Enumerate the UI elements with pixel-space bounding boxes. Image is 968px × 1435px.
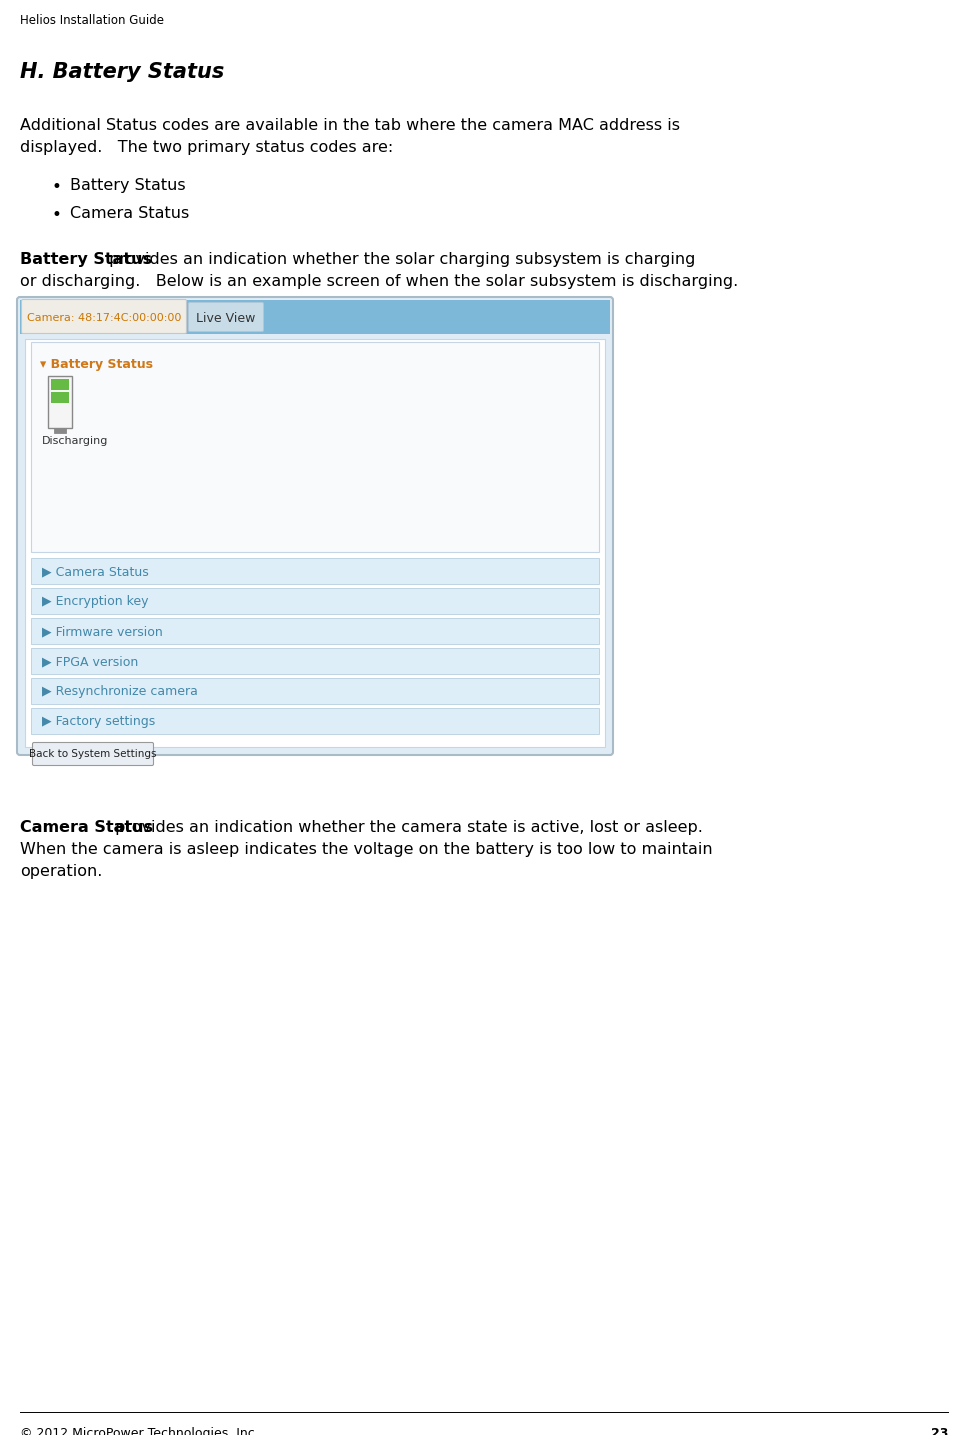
FancyBboxPatch shape bbox=[21, 300, 187, 333]
Text: ▶ Firmware version: ▶ Firmware version bbox=[42, 626, 163, 639]
Text: ▾ Battery Status: ▾ Battery Status bbox=[40, 357, 153, 372]
Text: operation.: operation. bbox=[20, 864, 103, 880]
Bar bbox=[48, 376, 72, 428]
Text: provides an indication whether the camera state is active, lost or asleep.: provides an indication whether the camer… bbox=[110, 819, 703, 835]
FancyBboxPatch shape bbox=[33, 742, 154, 765]
Text: or discharging.   Below is an example screen of when the solar subsystem is disc: or discharging. Below is an example scre… bbox=[20, 274, 739, 288]
Text: ▶ Camera Status: ▶ Camera Status bbox=[42, 565, 149, 578]
Bar bbox=[20, 300, 610, 334]
FancyBboxPatch shape bbox=[189, 303, 263, 331]
Text: provides an indication whether the solar charging subsystem is charging: provides an indication whether the solar… bbox=[104, 253, 695, 267]
Bar bbox=[31, 707, 599, 733]
Text: ▶ FPGA version: ▶ FPGA version bbox=[42, 656, 138, 669]
Text: H. Battery Status: H. Battery Status bbox=[20, 62, 225, 82]
Text: 23: 23 bbox=[930, 1426, 948, 1435]
Bar bbox=[31, 618, 599, 644]
Text: Camera Status: Camera Status bbox=[20, 819, 153, 835]
Text: Battery Status: Battery Status bbox=[20, 253, 152, 267]
Text: Camera: 48:17:4C:00:00:00: Camera: 48:17:4C:00:00:00 bbox=[27, 313, 181, 323]
Bar bbox=[31, 649, 599, 674]
Text: ▶ Encryption key: ▶ Encryption key bbox=[42, 596, 148, 608]
Text: © 2012 MicroPower Technologies, Inc.: © 2012 MicroPower Technologies, Inc. bbox=[20, 1426, 258, 1435]
Text: •: • bbox=[52, 207, 62, 224]
Text: displayed.   The two primary status codes are:: displayed. The two primary status codes … bbox=[20, 141, 393, 155]
Bar bbox=[51, 379, 69, 390]
Bar bbox=[31, 677, 599, 705]
Bar bbox=[31, 558, 599, 584]
Text: Discharging: Discharging bbox=[42, 436, 108, 446]
Bar bbox=[31, 342, 599, 552]
Text: When the camera is asleep indicates the voltage on the battery is too low to mai: When the camera is asleep indicates the … bbox=[20, 842, 712, 857]
Text: Helios Installation Guide: Helios Installation Guide bbox=[20, 14, 164, 27]
Text: Camera Status: Camera Status bbox=[70, 207, 190, 221]
Text: Additional Status codes are available in the tab where the camera MAC address is: Additional Status codes are available in… bbox=[20, 118, 680, 133]
Bar bbox=[25, 339, 605, 748]
Bar bbox=[54, 428, 66, 433]
FancyBboxPatch shape bbox=[17, 297, 613, 755]
Bar bbox=[31, 588, 599, 614]
Text: Battery Status: Battery Status bbox=[70, 178, 186, 192]
Text: Live View: Live View bbox=[197, 311, 256, 324]
Text: ▶ Factory settings: ▶ Factory settings bbox=[42, 716, 155, 729]
Text: •: • bbox=[52, 178, 62, 197]
Text: ▶ Resynchronize camera: ▶ Resynchronize camera bbox=[42, 686, 197, 699]
Text: Back to System Settings: Back to System Settings bbox=[29, 749, 157, 759]
Bar bbox=[51, 392, 69, 403]
